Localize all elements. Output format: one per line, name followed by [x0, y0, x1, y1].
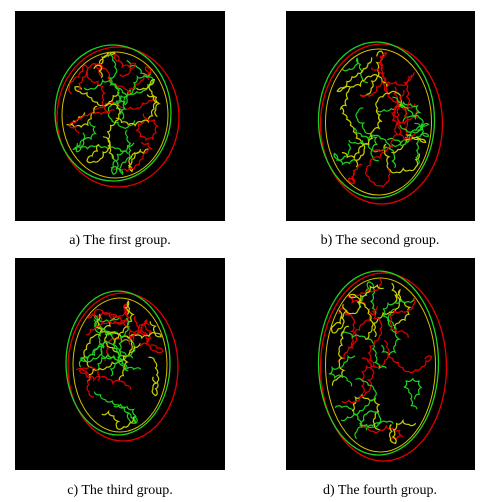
brain-edge-image — [286, 11, 475, 221]
page: {"figures": [ {"caption": "a) The first … — [0, 0, 491, 502]
brain-edge-image — [15, 11, 225, 221]
image-background — [15, 11, 225, 221]
caption: a) The first group. — [69, 233, 171, 248]
figure: a) The first group. b) The second group.… — [0, 0, 491, 502]
caption: c) The third group. — [67, 483, 173, 498]
brain-edge-image — [15, 258, 225, 470]
caption: b) The second group. — [321, 233, 440, 248]
caption: d) The fourth group. — [323, 483, 437, 498]
brain-edge-image — [286, 258, 475, 470]
